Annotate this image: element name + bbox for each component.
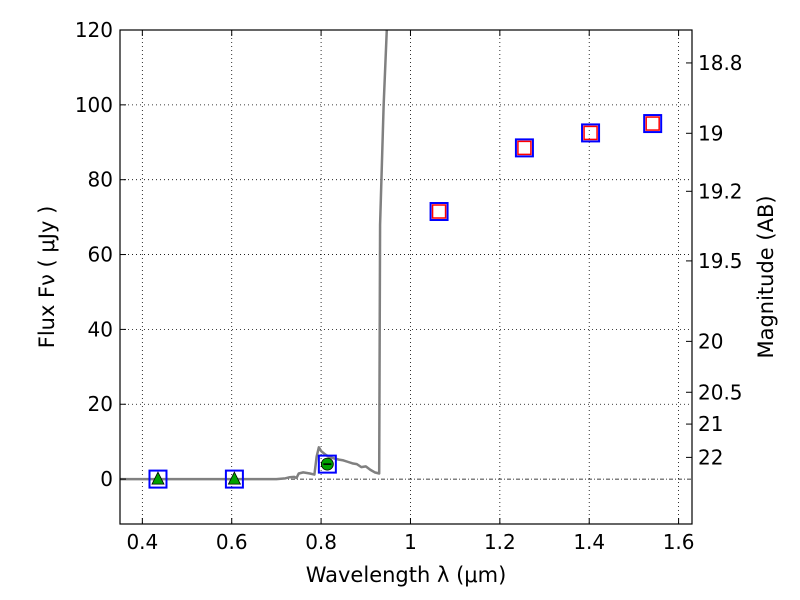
y-tick-label: 100: [75, 93, 113, 117]
upper-limit-marker: [151, 471, 165, 485]
y2-tick-label: 19.2: [698, 179, 743, 203]
y-tick-label: 40: [88, 317, 113, 341]
x-tick-label: 1.6: [663, 530, 695, 554]
y2-tick-label: 19: [698, 121, 723, 145]
model-point: [517, 140, 532, 156]
y2-axis-label: Magnitude (AB): [754, 195, 778, 358]
y-tick-label: 60: [88, 243, 113, 267]
x-tick-label: 1: [404, 530, 417, 554]
y2-tick-label: 21: [698, 412, 723, 436]
y2-tick-label: 20: [698, 329, 723, 353]
y2-tick-label: 18.8: [698, 51, 743, 75]
observed-point: [581, 123, 601, 143]
x-tick-label: 0.6: [216, 530, 248, 554]
grid-lines: [120, 29, 692, 524]
x-tick-label: 0.4: [126, 530, 158, 554]
upper-limit-marker: [227, 471, 242, 485]
observed-point: [317, 454, 337, 474]
y2-tick-label: 19.5: [698, 249, 743, 273]
observed-point: [148, 469, 168, 489]
observed-point: [224, 469, 244, 489]
y2-tick-label: 20.5: [698, 380, 743, 404]
y-axis-label: Flux Fν ( μJy ): [35, 206, 59, 349]
x-tick-label: 0.8: [305, 530, 337, 554]
observed-point: [643, 114, 663, 134]
x-tick-label: 1.2: [484, 530, 516, 554]
x-tick-label: 1.4: [573, 530, 605, 554]
axis-ticks: 0.4 0.6 0.8 1 1.2 1.4 1.6 0 20 40 60 80 100 120 18.8 19…: [75, 18, 743, 554]
plot-frame: [119, 29, 693, 525]
x-axis-label: Wavelength λ (μm): [306, 563, 507, 587]
data-series: [120, 30, 663, 489]
y-tick-label: 120: [75, 18, 113, 42]
model-point: [583, 125, 598, 141]
y2-tick-label: 22: [698, 445, 723, 469]
model-point: [645, 116, 660, 131]
observed-point: [514, 138, 534, 158]
y-tick-label: 20: [88, 392, 113, 416]
y-tick-label: 80: [88, 168, 113, 192]
observed-point: [429, 202, 449, 222]
model-point: [431, 204, 447, 219]
y-tick-label: 0: [100, 467, 113, 491]
spectrum-line: [120, 30, 389, 481]
